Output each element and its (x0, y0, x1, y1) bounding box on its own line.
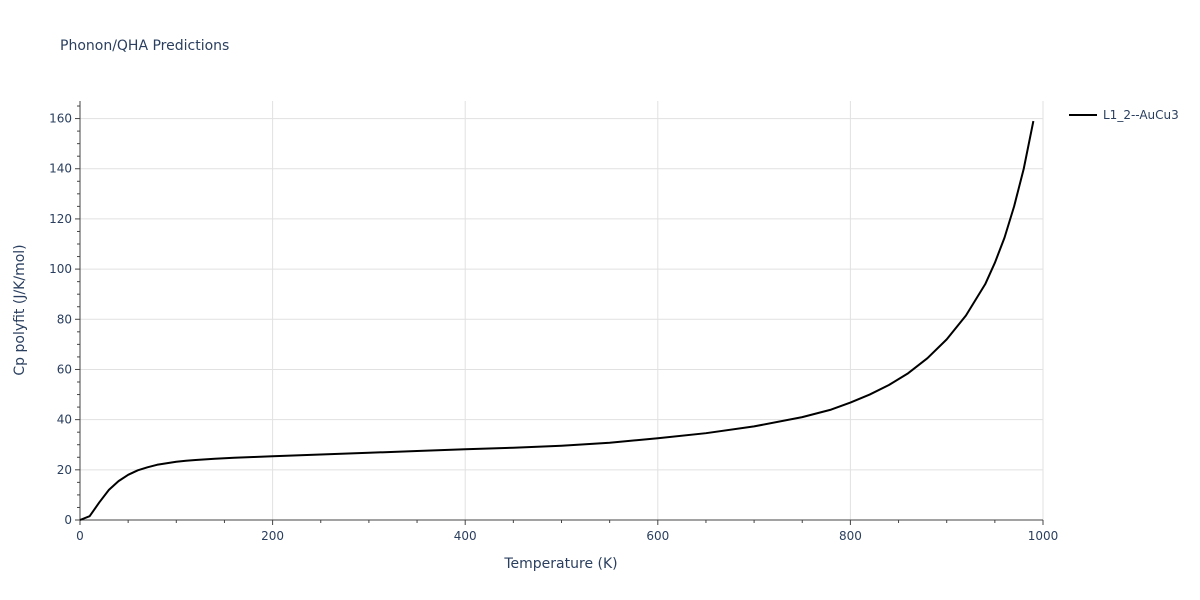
y-tick-label: 160 (49, 112, 72, 126)
x-tick-label: 200 (261, 529, 284, 543)
y-tick-label: 80 (57, 312, 72, 326)
x-tick-label: 1000 (1028, 529, 1059, 543)
x-tick-label: 400 (454, 529, 477, 543)
legend-label: L1_2--AuCu3 (1103, 108, 1179, 122)
y-tick-label: 120 (49, 212, 72, 226)
y-tick-label: 60 (57, 362, 72, 376)
y-tick-label: 40 (57, 413, 72, 427)
series-line (79, 120, 1035, 521)
x-tick-label: 800 (839, 529, 862, 543)
y-tick-label: 100 (49, 262, 72, 276)
y-tick-label: 20 (57, 463, 72, 477)
x-tick-label: 0 (76, 529, 84, 543)
legend[interactable]: L1_2--AuCu3 (1069, 108, 1179, 122)
plot-area (79, 120, 1035, 521)
y-tick-label: 140 (49, 162, 72, 176)
y-tick-label: 0 (64, 513, 72, 527)
y-axis-title: Cp polyfit (J/K/mol) (12, 244, 28, 375)
x-tick-label: 600 (646, 529, 669, 543)
axes: 0 200 400 600 800 1000 0 20 40 60 80 100 120 140 160 (49, 101, 1058, 543)
chart-title: Phonon/QHA Predictions (60, 38, 229, 54)
grid (80, 101, 1044, 520)
x-axis-title: Temperature (K) (503, 556, 617, 572)
